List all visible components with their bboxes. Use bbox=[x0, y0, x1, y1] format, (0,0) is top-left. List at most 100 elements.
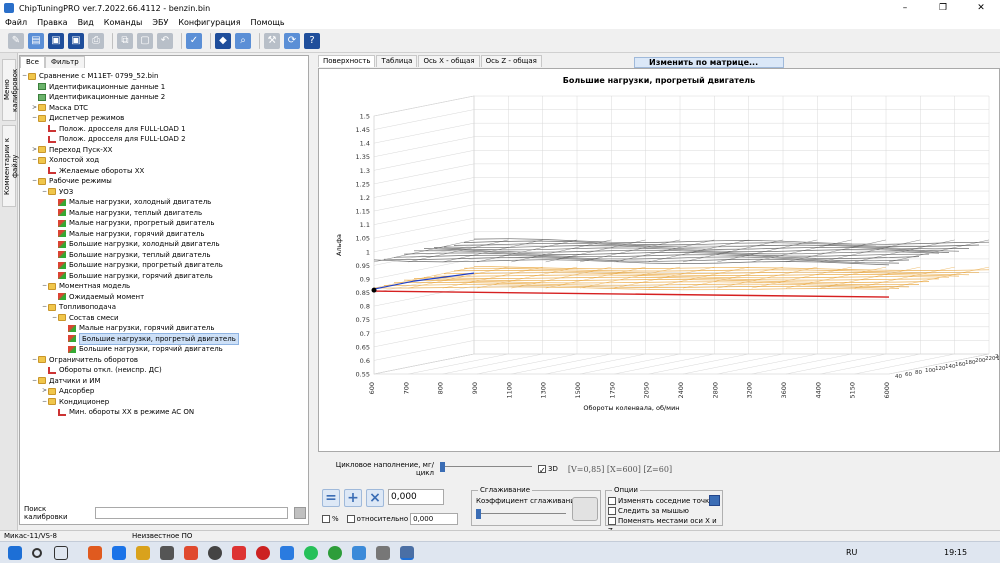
tree-item[interactable]: − Холостой ход bbox=[32, 155, 99, 165]
menu-edit[interactable]: Правка bbox=[37, 18, 68, 27]
task-view-icon[interactable] bbox=[54, 546, 68, 560]
tree-item[interactable]: Большие нагрузки, прогретый двигатель bbox=[52, 260, 223, 270]
app-icon-5[interactable] bbox=[352, 546, 366, 560]
help-icon[interactable]: ? bbox=[304, 32, 320, 49]
minimize-button[interactable]: – bbox=[902, 3, 908, 13]
tree-item[interactable]: Малые нагрузки, горячий двигатель bbox=[52, 229, 204, 239]
tree-toggle[interactable]: − bbox=[42, 282, 48, 289]
tab-axis-x[interactable]: Ось X - общая bbox=[418, 55, 480, 67]
smoothing-thumb[interactable] bbox=[476, 509, 481, 519]
language-indicator[interactable]: RU bbox=[846, 548, 858, 557]
set-value-button[interactable]: = bbox=[322, 489, 340, 507]
tree-item[interactable]: − УОЗ bbox=[42, 187, 73, 197]
open-icon[interactable]: ✎ bbox=[8, 32, 24, 49]
diamond-icon[interactable]: ◆ bbox=[215, 32, 231, 49]
app-icon-4[interactable] bbox=[328, 546, 342, 560]
close-button[interactable]: ✕ bbox=[977, 3, 985, 13]
tree-toggle[interactable]: > bbox=[32, 145, 38, 153]
update-icon[interactable]: ⟳ bbox=[284, 32, 300, 49]
z-slider[interactable] bbox=[440, 462, 532, 472]
tree-item[interactable]: Желаемые обороты XX bbox=[42, 166, 144, 176]
z-slider-thumb[interactable] bbox=[440, 462, 445, 472]
tree-item[interactable]: Ожидаемый момент bbox=[52, 292, 144, 302]
yandex-icon[interactable] bbox=[184, 546, 198, 560]
mail-icon[interactable] bbox=[112, 546, 126, 560]
tree-item[interactable]: Большие нагрузки, горячий двигатель bbox=[62, 344, 223, 354]
tree-toggle[interactable]: > bbox=[42, 387, 48, 394]
option-change-neighbors[interactable]: Изменять соседние точки bbox=[608, 496, 722, 506]
tree-item[interactable]: − Сравнение с M11ET- 0799_52.bin bbox=[22, 71, 158, 81]
multiply-button[interactable]: × bbox=[366, 489, 384, 507]
tree-toggle[interactable]: − bbox=[32, 376, 38, 384]
tree-item[interactable]: > Переход Пуск-XX bbox=[32, 145, 112, 155]
app-icon-6[interactable] bbox=[376, 546, 390, 560]
tree-item[interactable]: > Маска DTC bbox=[32, 103, 88, 113]
tree-item[interactable]: − Диспетчер режимов bbox=[32, 113, 124, 123]
menu-ecu[interactable]: ЭБУ bbox=[152, 18, 169, 27]
search-icon[interactable] bbox=[32, 548, 42, 558]
open-file-icon[interactable]: ▤ bbox=[28, 32, 44, 49]
tab-all[interactable]: Все bbox=[20, 56, 45, 68]
tree-item[interactable]: − Топливоподача bbox=[42, 302, 116, 312]
paste-icon[interactable]: ▢ bbox=[137, 32, 153, 49]
start-icon[interactable] bbox=[8, 546, 22, 560]
tree-item[interactable]: − Состав смеси bbox=[52, 313, 119, 323]
tree-item[interactable]: Малые нагрузки, горячий двигатель bbox=[62, 323, 214, 333]
relative-checkbox[interactable] bbox=[346, 515, 355, 523]
zoom-icon[interactable]: ⌕ bbox=[235, 32, 251, 49]
print-icon[interactable]: ⎙ bbox=[88, 32, 104, 49]
tree-item[interactable]: Большие нагрузки, горячий двигатель bbox=[52, 271, 213, 281]
percent-checkbox[interactable] bbox=[322, 515, 330, 523]
tab-calibration-menu[interactable]: Меню калибровок bbox=[2, 59, 19, 121]
tree-item[interactable]: Малые нагрузки, теплый двигатель bbox=[52, 208, 202, 218]
tree-toggle[interactable]: − bbox=[32, 177, 38, 184]
tree-toggle[interactable]: − bbox=[22, 72, 28, 79]
tree-item[interactable]: Обороты откл. (неиспр. ДС) bbox=[42, 365, 162, 375]
value-input[interactable]: 0,000 bbox=[388, 489, 444, 505]
tree-toggle[interactable]: − bbox=[32, 156, 38, 163]
search-input[interactable] bbox=[95, 507, 289, 519]
tree-toggle[interactable]: − bbox=[32, 114, 38, 121]
smoothing-slider[interactable] bbox=[476, 509, 566, 519]
tree-toggle[interactable]: − bbox=[52, 313, 58, 321]
surface-plot[interactable]: Большие нагрузки, прогретый двигатель 0.… bbox=[318, 68, 1000, 452]
app-icon-2[interactable] bbox=[208, 546, 222, 560]
word-icon[interactable] bbox=[280, 546, 294, 560]
checksum-icon[interactable]: ✓ bbox=[186, 32, 202, 49]
tab-surface[interactable]: Поверхность bbox=[318, 55, 376, 67]
tree-item[interactable]: Мин. обороты XX в режиме AC ON bbox=[52, 407, 194, 417]
tree-toggle[interactable]: − bbox=[42, 397, 48, 405]
save-icon[interactable]: ▣ bbox=[48, 32, 64, 49]
tree-item[interactable]: Идентификационные данные 2 bbox=[32, 92, 165, 102]
relative-input[interactable]: 0,000 bbox=[410, 513, 459, 525]
chiptuning-taskbar-icon[interactable] bbox=[400, 546, 414, 560]
tab-table[interactable]: Таблица bbox=[376, 55, 418, 67]
tree-item[interactable]: − Ограничитель оборотов bbox=[32, 355, 138, 365]
tree-item[interactable]: Полож. дросселя для FULL-LOAD 2 bbox=[42, 134, 186, 144]
3d-checkbox[interactable]: ✓ bbox=[538, 465, 546, 475]
yandex-browser-icon[interactable] bbox=[256, 546, 270, 560]
explorer-icon[interactable] bbox=[136, 546, 150, 560]
tree-item[interactable]: − Моментная модель bbox=[42, 281, 130, 291]
save-as-icon[interactable]: ▣ bbox=[68, 32, 84, 49]
tree-toggle[interactable]: − bbox=[42, 187, 48, 195]
tree-item[interactable]: Малые нагрузки, холодный двигатель bbox=[52, 197, 211, 207]
tree-item[interactable]: Большие нагрузки, прогретый двигатель bbox=[62, 332, 239, 345]
tree-item[interactable]: Малые нагрузки, прогретый двигатель bbox=[52, 218, 215, 228]
matrix-dropdown[interactable]: Изменить по матрице... bbox=[634, 57, 784, 68]
maximize-button[interactable]: ❐ bbox=[938, 3, 948, 13]
search-button[interactable] bbox=[294, 507, 306, 519]
smooth-apply-button[interactable] bbox=[572, 497, 598, 521]
app-icon-3[interactable] bbox=[232, 546, 246, 560]
app-icon-1[interactable] bbox=[160, 546, 174, 560]
tree-toggle[interactable]: − bbox=[32, 355, 38, 363]
tree-item[interactable]: − Рабочие режимы bbox=[32, 176, 112, 186]
copy-icon[interactable]: ⧉ bbox=[117, 32, 133, 49]
option-follow-mouse[interactable]: Следить за мышью bbox=[608, 506, 722, 516]
tree-toggle[interactable]: > bbox=[32, 103, 38, 111]
clock[interactable]: 19:15 bbox=[944, 548, 968, 557]
menu-help[interactable]: Помощь bbox=[250, 18, 285, 27]
grid-icon[interactable] bbox=[709, 495, 720, 506]
tab-filter[interactable]: Фильтр bbox=[44, 56, 85, 68]
tab-file-comments[interactable]: Комментарии к файлу bbox=[2, 125, 19, 207]
